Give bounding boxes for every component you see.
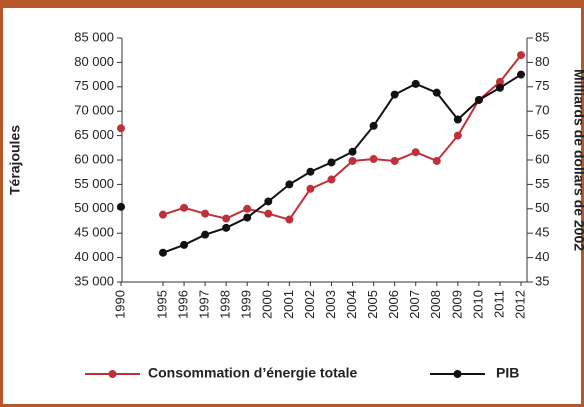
data-point [517, 51, 526, 60]
data-point [264, 209, 273, 218]
y-tick-label: 70 000 [74, 103, 114, 118]
data-point [327, 175, 336, 184]
data-point [285, 180, 294, 189]
x-tick-label: 2006 [386, 290, 401, 319]
y2-tick-label: 50 [535, 200, 549, 215]
y-tick-label: 65 000 [74, 127, 114, 142]
data-point [159, 248, 167, 257]
y-tick-label: 40 000 [74, 249, 114, 264]
data-point [285, 215, 294, 224]
y2-tick-label: 65 [535, 127, 549, 142]
y2-tick-label: 60 [535, 151, 549, 166]
data-point [348, 147, 357, 156]
x-tick-label: 2011 [491, 290, 506, 318]
y2-tick-label: 40 [535, 249, 549, 264]
data-point [201, 230, 210, 239]
y-tick-label: 60 000 [74, 151, 114, 166]
y-tick-label: 85 000 [74, 29, 114, 44]
x-tick-label: 1995 [154, 290, 169, 319]
data-point [180, 240, 189, 249]
x-tick-label: 2008 [428, 290, 443, 319]
data-point [201, 209, 210, 218]
x-tick-label: 2010 [470, 290, 485, 319]
data-point [222, 214, 231, 223]
data-point [369, 121, 378, 130]
legend-label: PIB [496, 365, 519, 381]
x-tick-label: 2005 [365, 290, 380, 319]
data-point [243, 204, 252, 213]
y2-tick-label: 75 [535, 78, 549, 93]
x-tick-label: 1996 [175, 290, 190, 319]
x-tick-label: 2002 [302, 290, 317, 319]
y-tick-label: 35 000 [74, 273, 114, 288]
data-point [495, 83, 504, 92]
y2-tick-label: 35 [535, 273, 549, 288]
data-point [390, 90, 399, 99]
y-tick-label: 55 000 [74, 176, 114, 191]
data-point [495, 77, 504, 86]
data-point [411, 148, 420, 157]
y-tick-label: 50 000 [74, 200, 114, 215]
x-tick-label: 2012 [512, 290, 527, 319]
y2-tick-label: 85 [535, 29, 549, 44]
x-tick-label: 1999 [239, 290, 254, 319]
x-tick-label: 2007 [407, 290, 422, 319]
x-tick-label: 2003 [323, 290, 338, 319]
x-tick-label: 2004 [344, 290, 359, 319]
data-point [348, 156, 357, 165]
top-band [0, 0, 584, 8]
x-tick-label: 2000 [260, 290, 275, 319]
data-point [369, 155, 378, 164]
data-point [264, 197, 273, 206]
data-point [117, 202, 125, 211]
data-point [432, 156, 441, 165]
legend-marker [453, 370, 462, 378]
data-point [159, 210, 167, 219]
x-tick-label: 1997 [197, 290, 212, 319]
data-point [453, 115, 462, 124]
data-point [306, 184, 315, 193]
y2-tick-label: 80 [535, 54, 549, 69]
y-tick-label: 45 000 [74, 225, 114, 240]
data-point [117, 124, 125, 133]
data-point [474, 95, 483, 104]
y-axis-label: Térajoules [7, 125, 23, 195]
data-point [327, 158, 336, 167]
y2-tick-label: 55 [535, 176, 549, 191]
data-point [453, 131, 462, 140]
y2-tick-label: 70 [535, 103, 549, 118]
data-point [243, 213, 252, 222]
x-tick-label: 1990 [112, 290, 127, 319]
legend-marker [108, 370, 117, 378]
data-point [180, 203, 189, 212]
y2-axis-label: Milliards de dollars de 2002 [571, 69, 584, 251]
y-tick-label: 80 000 [74, 54, 114, 69]
data-point [222, 223, 231, 232]
legend-label: Consommation d’énergie totale [148, 365, 357, 381]
x-tick-label: 2009 [449, 290, 464, 319]
data-point [432, 88, 441, 97]
data-point [411, 79, 420, 88]
data-point [390, 156, 399, 165]
x-tick-label: 2001 [281, 290, 296, 319]
y-tick-label: 75 000 [74, 78, 114, 93]
data-point [517, 70, 526, 79]
x-tick-label: 1998 [218, 290, 233, 319]
data-point [306, 167, 315, 176]
y2-tick-label: 45 [535, 225, 549, 240]
